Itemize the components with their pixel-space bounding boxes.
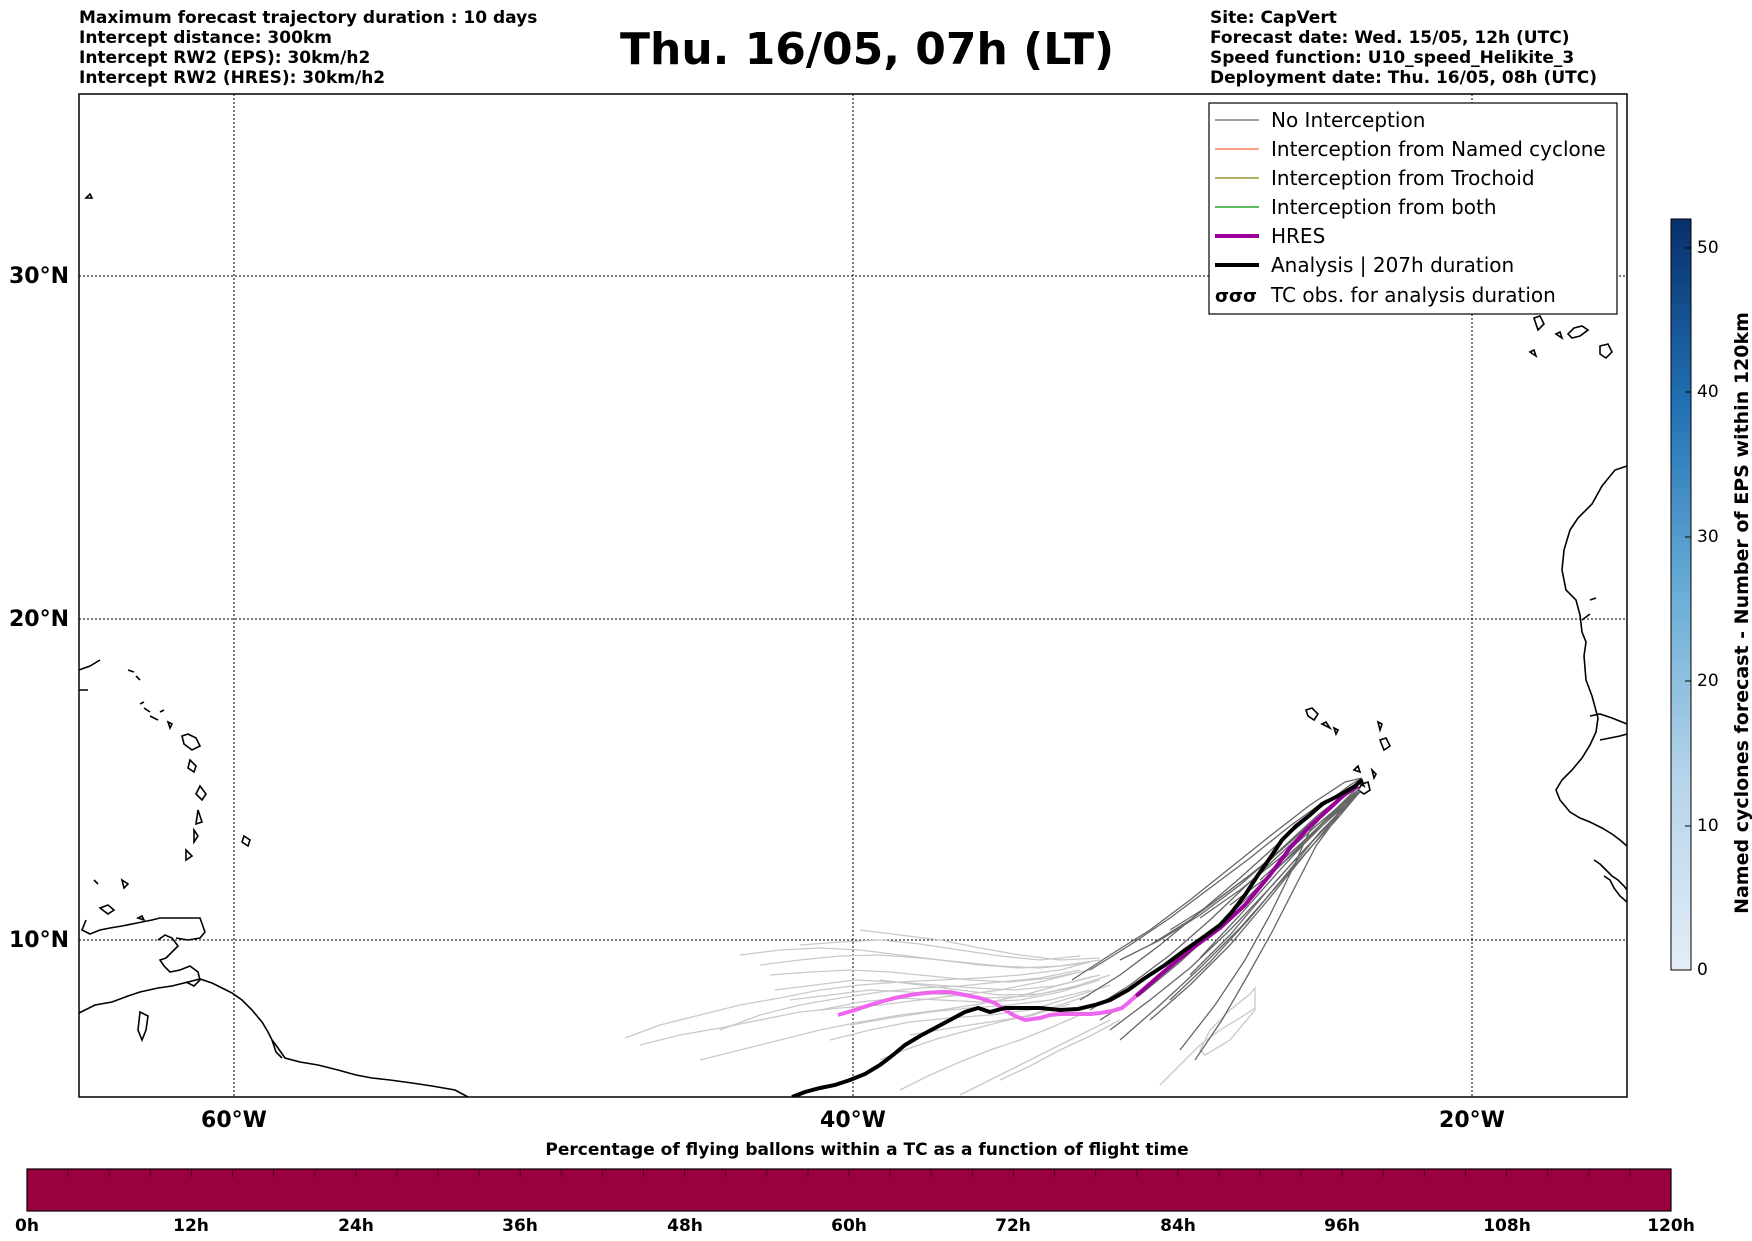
info-intercept-eps: Intercept RW2 (EPS): 30km/h2: [79, 48, 371, 68]
legend-label-no-interception: No Interception: [1271, 108, 1425, 132]
legend-label-tc-obs: TC obs. for analysis duration: [1270, 283, 1556, 307]
timeline-tick-108h: 108h: [1483, 1216, 1531, 1236]
legend-label-both: Interception from both: [1271, 195, 1497, 219]
info-site: Site: CapVert: [1210, 8, 1337, 28]
timeline-tick-72h: 72h: [995, 1216, 1031, 1236]
coastline-trinidad-venezuela: [157, 934, 201, 987]
hres-track-dark: [1134, 784, 1360, 998]
timeline-tick-96h: 96h: [1324, 1216, 1360, 1236]
colorbar-tick-50: 50: [1697, 238, 1719, 258]
lat-label-20n: 20°N: [9, 607, 70, 632]
timeline-tick-0h: 0h: [15, 1216, 39, 1236]
map-frame: [78, 93, 1628, 1098]
colorbar-title: Named cyclones forecast - Number of EPS …: [1731, 312, 1752, 914]
legend-swatch-tc-obs: σσσ: [1215, 286, 1257, 307]
colorbar-tick-30: 30: [1697, 527, 1719, 547]
timeline-tick-24h: 24h: [338, 1216, 374, 1236]
lon-label-60w: 60°W: [201, 1108, 267, 1133]
info-max-duration: Maximum forecast trajectory duration : 1…: [79, 8, 538, 28]
legend-box: [1208, 102, 1618, 315]
info-left: Maximum forecast trajectory duration : 1…: [79, 8, 537, 88]
colorbar-tick-20: 20: [1697, 671, 1719, 691]
legend-label-trochoid: Interception from Trochoid: [1271, 166, 1535, 190]
info-intercept-hres: Intercept RW2 (HRES): 30km/h2: [79, 68, 386, 88]
legend: σσσ No Interception Interception from Na…: [1208, 102, 1618, 315]
timeline-tick-120h: 120h: [1647, 1216, 1695, 1236]
coastline-south-america: [79, 978, 469, 1097]
coastline-africa: [1555, 465, 1627, 847]
coastlines: [79, 192, 1627, 1097]
timeline-tick-84h: 84h: [1160, 1216, 1196, 1236]
info-right: Site: CapVert Forecast date: Wed. 15/05,…: [1210, 8, 1597, 88]
info-forecast-date: Forecast date: Wed. 15/05, 12h (UTC): [1210, 28, 1570, 48]
info-speed-function: Speed function: U10_speed_Helikite_3: [1210, 48, 1575, 68]
lat-label-10n: 10°N: [9, 928, 70, 953]
timeline-tick-48h: 48h: [667, 1216, 703, 1236]
legend-label-analysis: Analysis | 207h duration: [1271, 253, 1514, 277]
map-gridlines: [79, 94, 1627, 1097]
eps-tracks-light: [624, 929, 1256, 1096]
legend-label-named-cyclone: Interception from Named cyclone: [1271, 137, 1606, 161]
timeline-title: Percentage of flying ballons within a TC…: [545, 1140, 1189, 1160]
timeline-minor-ticks: [67, 1169, 1631, 1177]
lon-label-20w: 20°W: [1439, 1108, 1505, 1133]
timeline-tick-60h: 60h: [831, 1216, 867, 1236]
colorbar-tick-10: 10: [1697, 816, 1719, 836]
lat-label-30n: 30°N: [9, 264, 70, 289]
info-deployment-date: Deployment date: Thu. 16/05, 08h (UTC): [1210, 68, 1597, 88]
analysis-track: [791, 778, 1364, 1097]
map-title: Thu. 16/05, 07h (LT): [620, 24, 1115, 75]
colorbar-tick-40: 40: [1697, 382, 1719, 402]
coastline-cape-verde: [1304, 707, 1392, 795]
lon-label-40w: 40°W: [820, 1108, 886, 1133]
timeline-tick-36h: 36h: [502, 1216, 538, 1236]
colorbar-tick-0: 0: [1697, 960, 1708, 980]
legend-label-hres: HRES: [1271, 224, 1325, 248]
info-intercept-distance: Intercept distance: 300km: [79, 28, 332, 48]
timeline-tick-12h: 12h: [173, 1216, 209, 1236]
colorbar-ticks: [1685, 247, 1691, 971]
colorbar: [1670, 218, 1692, 971]
